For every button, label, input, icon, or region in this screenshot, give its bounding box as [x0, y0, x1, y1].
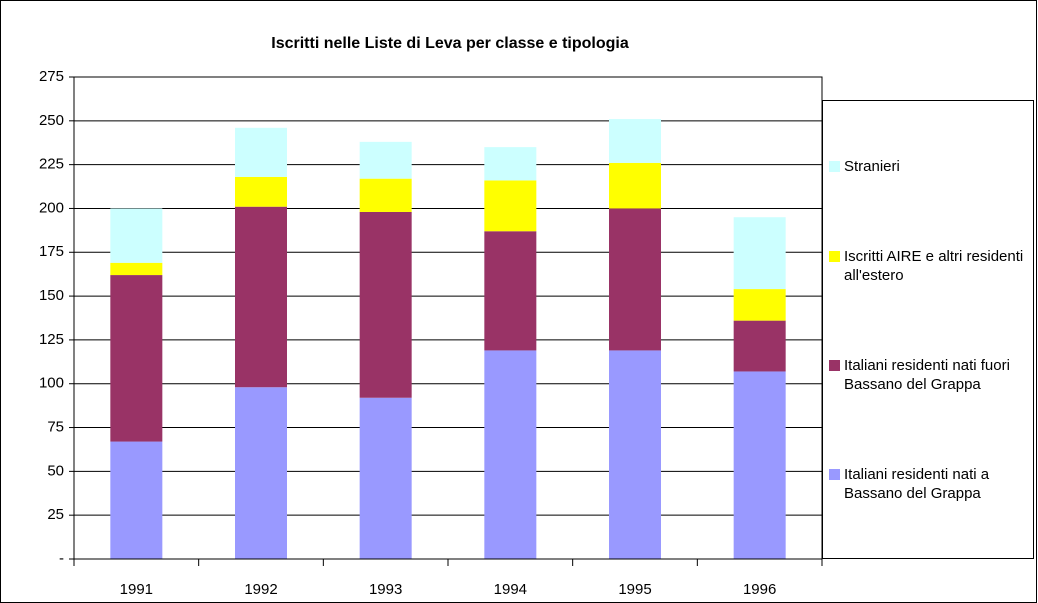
- legend-label: Iscritti AIRE e altri residenti all'este…: [844, 247, 1024, 284]
- legend-item: Iscritti AIRE e altri residenti all'este…: [829, 247, 1029, 285]
- bar-segment: [235, 127, 287, 177]
- legend-swatch: [829, 160, 840, 172]
- x-tick-label: 1992: [244, 581, 277, 598]
- bar-segment: [733, 320, 786, 372]
- bar-segment: [359, 141, 412, 179]
- bar-segment: [484, 180, 537, 232]
- x-tick-label: 1993: [369, 581, 402, 598]
- bar-segment: [733, 289, 786, 321]
- legend-label: Italiani residenti nati fuori Bassano de…: [844, 356, 1010, 393]
- bar-segment: [609, 208, 661, 351]
- legend-swatch: [829, 359, 840, 371]
- y-tick-label: 200: [39, 199, 64, 216]
- chart-title: Iscritti nelle Liste di Leva per classe …: [271, 35, 629, 52]
- bar-segment: [235, 206, 287, 388]
- y-tick-label: 150: [39, 287, 64, 304]
- bar-segment: [609, 162, 661, 209]
- legend-label: Italiani residenti nati a Bassano del Gr…: [844, 465, 990, 502]
- bar-segment: [110, 262, 163, 276]
- y-tick-label: 25: [47, 506, 64, 523]
- x-tick-label: 1994: [494, 581, 527, 598]
- plot-area: [73, 76, 823, 560]
- bar-segment: [609, 350, 661, 559]
- x-tick-label: 1991: [120, 581, 153, 598]
- bar-segment: [733, 371, 786, 559]
- y-tick-label: 125: [39, 331, 64, 348]
- y-tick-label: 50: [47, 462, 64, 479]
- y-tick-label: -: [59, 550, 64, 567]
- bar-segment: [484, 350, 537, 559]
- y-tick-label: 100: [39, 375, 64, 392]
- bar-segment: [359, 211, 412, 398]
- bar-segment: [110, 441, 163, 559]
- bar-segment: [359, 397, 412, 559]
- bar-segment: [110, 208, 163, 263]
- legend-swatch: [829, 250, 840, 262]
- legend-item: Italiani residenti nati a Bassano del Gr…: [829, 465, 1029, 503]
- bar-segment: [235, 176, 287, 207]
- bar-segment: [235, 387, 287, 559]
- y-tick-label: 250: [39, 112, 64, 129]
- x-tick-label: 1995: [618, 581, 651, 598]
- bar-segment: [484, 231, 537, 351]
- y-tick-label: 225: [39, 156, 64, 173]
- bar-segment: [733, 217, 786, 290]
- legend-item: Italiani residenti nati fuori Bassano de…: [829, 356, 1029, 394]
- legend-swatch: [829, 468, 840, 480]
- x-tick-label: 1996: [743, 581, 776, 598]
- bar-segment: [110, 275, 163, 442]
- y-tick-label: 75: [47, 419, 64, 436]
- legend-item: Stranieri: [829, 157, 1029, 176]
- bar-segment: [484, 147, 537, 181]
- legend-label: Stranieri: [844, 157, 900, 175]
- bar-segment: [359, 178, 412, 212]
- bar-segment: [609, 119, 661, 163]
- legend: Stranieri Iscritti AIRE e altri residenti…: [822, 100, 1034, 559]
- y-tick-label: 275: [39, 68, 64, 85]
- y-tick-label: 175: [39, 243, 64, 260]
